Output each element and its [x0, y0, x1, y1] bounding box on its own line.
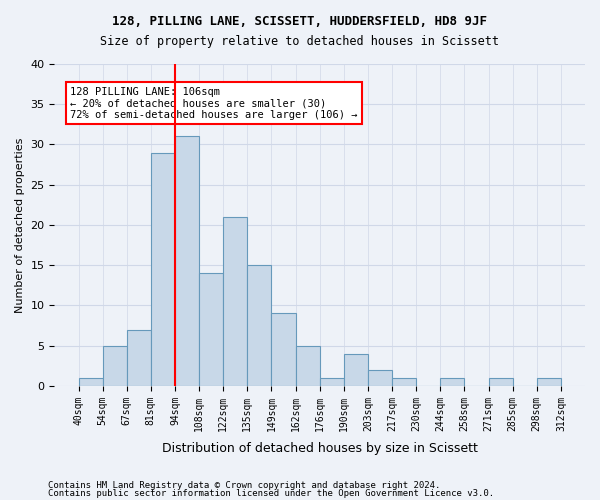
Bar	[127, 330, 151, 386]
Bar	[103, 346, 127, 386]
Text: Size of property relative to detached houses in Scissett: Size of property relative to detached ho…	[101, 35, 499, 48]
Bar	[175, 136, 199, 386]
Bar	[344, 354, 368, 386]
Text: Contains HM Land Registry data © Crown copyright and database right 2024.: Contains HM Land Registry data © Crown c…	[48, 481, 440, 490]
Bar	[223, 217, 247, 386]
Text: 128 PILLING LANE: 106sqm
← 20% of detached houses are smaller (30)
72% of semi-d: 128 PILLING LANE: 106sqm ← 20% of detach…	[70, 86, 358, 120]
Text: Contains public sector information licensed under the Open Government Licence v3: Contains public sector information licen…	[48, 488, 494, 498]
Bar	[392, 378, 416, 386]
X-axis label: Distribution of detached houses by size in Scissett: Distribution of detached houses by size …	[162, 442, 478, 455]
Bar	[320, 378, 344, 386]
Bar	[368, 370, 392, 386]
Bar	[79, 378, 103, 386]
Bar	[537, 378, 561, 386]
Y-axis label: Number of detached properties: Number of detached properties	[15, 138, 25, 312]
Bar	[271, 314, 296, 386]
Bar	[488, 378, 512, 386]
Text: 128, PILLING LANE, SCISSETT, HUDDERSFIELD, HD8 9JF: 128, PILLING LANE, SCISSETT, HUDDERSFIEL…	[113, 15, 487, 28]
Bar	[199, 273, 223, 386]
Bar	[151, 152, 175, 386]
Bar	[440, 378, 464, 386]
Bar	[247, 265, 271, 386]
Bar	[296, 346, 320, 386]
